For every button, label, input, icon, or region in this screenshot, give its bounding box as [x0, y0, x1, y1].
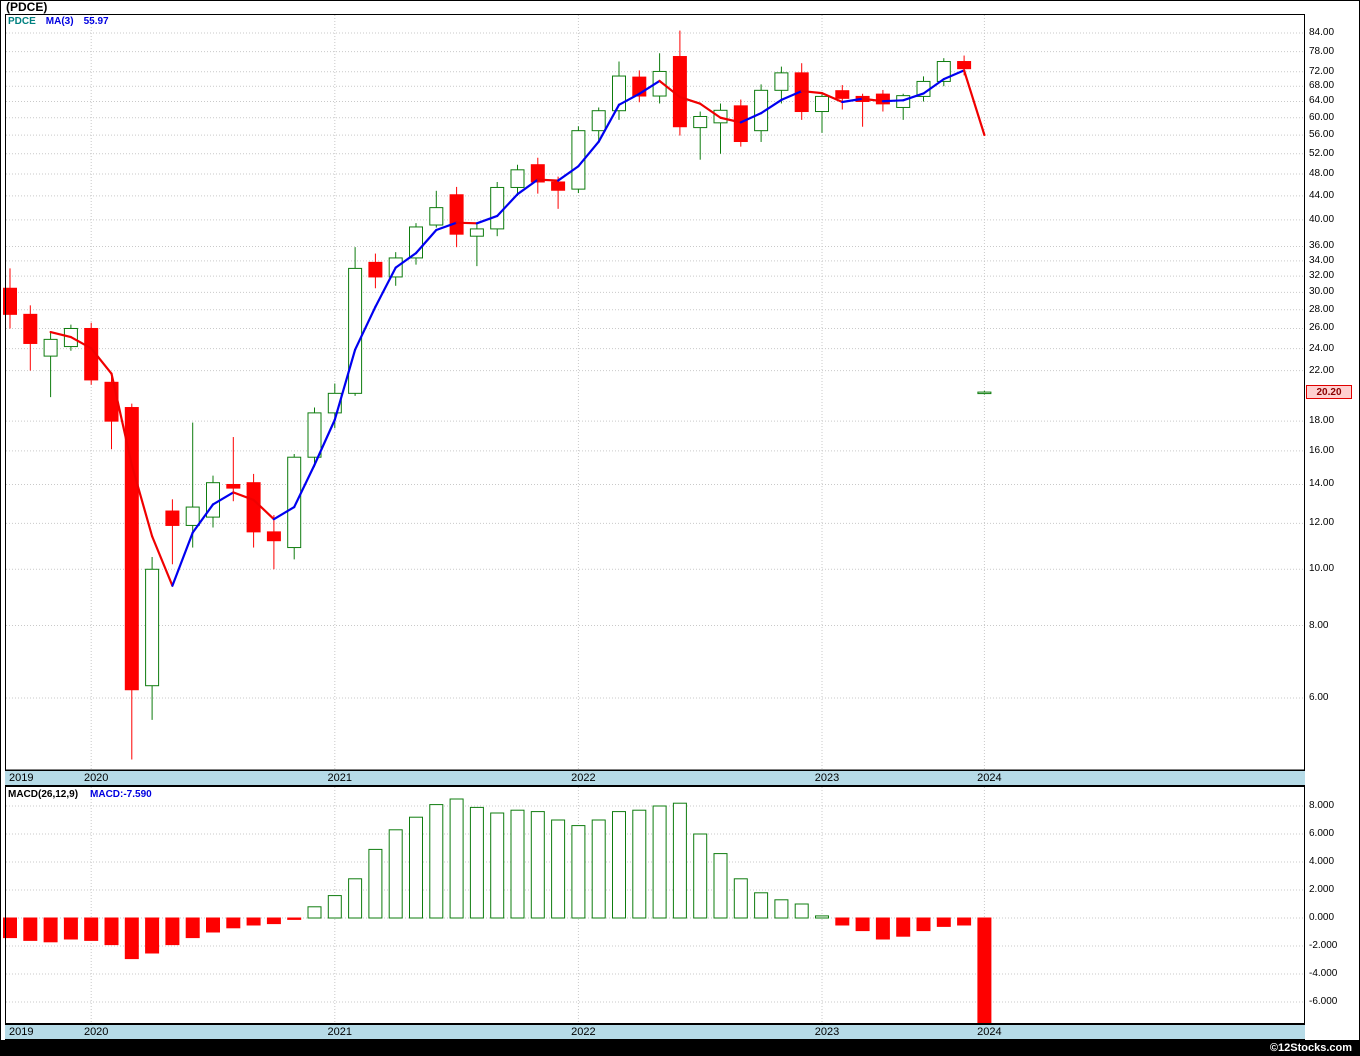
price-legend: PDCE MA(3) 55.97 — [8, 16, 119, 27]
macd-indicator-label: MACD(26,12,9) — [8, 789, 79, 800]
price-axis-label: 14.00 — [1309, 478, 1335, 490]
current-price-tag: 20.20 — [1306, 385, 1352, 400]
copyright-link[interactable]: ©12Stocks.com — [1269, 1042, 1352, 1054]
price-axis-label: 40.00 — [1309, 213, 1335, 225]
price-axis-label: 28.00 — [1309, 303, 1335, 315]
year-label: 2023 — [814, 1026, 840, 1038]
price-axis-label: 84.00 — [1309, 26, 1335, 38]
year-label: 2024 — [977, 772, 1002, 784]
legend-ma-value: 55.97 — [83, 16, 109, 27]
price-axis-label: 64.00 — [1309, 95, 1335, 107]
macd-axis-label: -6.000 — [1309, 996, 1338, 1007]
price-axis-label: 30.00 — [1309, 286, 1335, 298]
year-label: 2019 — [9, 1026, 34, 1038]
price-axis-label: 24.00 — [1309, 342, 1335, 354]
price-axis-label: 22.00 — [1309, 364, 1335, 376]
price-axis-label: 60.00 — [1309, 111, 1335, 123]
macd-legend: MACD(26,12,9) MACD:-7.590 — [8, 789, 164, 800]
year-label: 2020 — [83, 772, 109, 784]
macd-axis-label: 8.000 — [1309, 800, 1335, 811]
price-axis-label: 18.00 — [1309, 415, 1335, 427]
year-label: 2020 — [83, 1026, 109, 1038]
macd-axis-label: 2.000 — [1309, 884, 1335, 895]
legend-ma-label: MA(3) — [45, 16, 74, 27]
macd-axis-label: 6.000 — [1309, 828, 1335, 839]
price-axis-label: 48.00 — [1309, 167, 1335, 179]
year-label: 2024 — [977, 1026, 1002, 1038]
macd-axis-label: -4.000 — [1309, 968, 1338, 979]
legend-symbol: PDCE — [8, 16, 36, 27]
macd-axis-label: -2.000 — [1309, 940, 1338, 951]
price-axis-label: 52.00 — [1309, 147, 1335, 159]
price-axis-label: 32.00 — [1309, 270, 1335, 282]
x-axis-band-bottom: 2019 2020 2021 2022 2023 2024 — [5, 1024, 1305, 1040]
price-axis-label: 6.00 — [1309, 692, 1329, 703]
price-axis-label: 68.00 — [1309, 80, 1335, 92]
year-label: 2022 — [571, 772, 596, 784]
macd-axis-label: 0.000 — [1309, 912, 1335, 923]
price-axis-label: 34.00 — [1309, 254, 1335, 266]
chart-title: (PDCE) — [6, 0, 48, 14]
year-label: 2023 — [814, 772, 840, 784]
footer-bar: ©12Stocks.com — [0, 1040, 1360, 1056]
x-axis-band-top: 2019 2020 2021 2022 2023 2024 — [5, 770, 1305, 786]
price-axis-label: 36.00 — [1309, 240, 1335, 252]
year-label: 2022 — [571, 1026, 596, 1038]
price-axis-label: 10.00 — [1309, 563, 1335, 575]
price-axis-label: 72.00 — [1309, 65, 1335, 77]
year-label: 2019 — [9, 772, 34, 784]
macd-axis-label: 4.000 — [1309, 856, 1335, 867]
price-axis-label: 78.00 — [1309, 45, 1335, 57]
year-label: 2021 — [327, 772, 353, 784]
price-axis-label: 26.00 — [1309, 322, 1335, 334]
price-axis-label: 56.00 — [1309, 129, 1335, 141]
price-axis-label: 8.00 — [1309, 619, 1329, 631]
year-label: 2021 — [327, 1026, 353, 1038]
price-axis-label: 12.00 — [1309, 517, 1335, 529]
price-axis-label: 44.00 — [1309, 189, 1335, 201]
price-axis-label: 16.00 — [1309, 444, 1335, 456]
macd-current-value: MACD:-7.590 — [90, 789, 152, 800]
